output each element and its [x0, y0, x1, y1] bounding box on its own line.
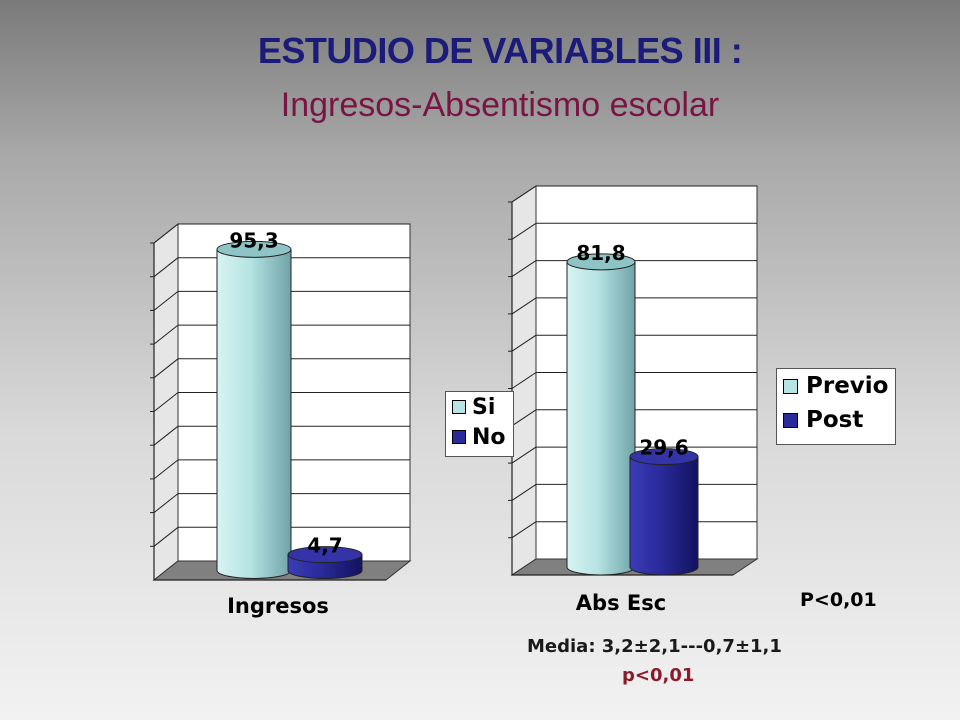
legend-swatch-no: [452, 430, 466, 444]
gridline-side: [511, 446, 537, 464]
page-subtitle: Ingresos-Absentismo escolar: [280, 86, 720, 124]
data-label-ingresos-no: 4,7: [307, 534, 342, 558]
gridline-side: [511, 222, 537, 240]
p-value-summary: p<0,01: [622, 665, 695, 686]
gridline-side: [511, 185, 537, 203]
gridline-side: [153, 526, 179, 547]
chart-ingresos: 95,3 4,7 Ingresos: [150, 222, 412, 618]
bar-top-ingresos-si: [216, 240, 292, 258]
x-tick-label-ingresos: Ingresos: [227, 594, 329, 618]
gridline-side: [511, 297, 537, 315]
gridline-side: [153, 257, 179, 278]
bar-abs-esc-post: [629, 456, 699, 576]
gridline-side: [511, 334, 537, 352]
bar-abs-esc-previo: [566, 261, 636, 576]
data-label-abs-esc-post: 29,6: [639, 436, 688, 460]
page-title: ESTUDIO DE VARIABLES III :: [257, 30, 743, 71]
gridline-side: [153, 392, 179, 412]
legend-ingresos: Si No: [445, 391, 514, 457]
bar-top-abs-esc-post: [629, 448, 699, 466]
legend-item-post: Post: [777, 403, 895, 437]
legend-label-si: Si: [472, 394, 496, 420]
gridline-side: [153, 324, 179, 345]
legend-swatch-post: [783, 412, 798, 428]
gridline-side: [511, 521, 537, 539]
bar-ingresos-si: [216, 248, 292, 579]
gridline-side: [153, 358, 179, 379]
p-value-label: P<0,01: [800, 589, 877, 611]
bar-top-abs-esc-previo: [566, 253, 636, 271]
legend-item-previo: Previo: [777, 369, 895, 403]
legend-item-no: No: [446, 422, 513, 452]
legend-label-previo: Previo: [806, 373, 889, 399]
bar-top-ingresos-no: [287, 546, 363, 564]
chart-abs-esc: 81,8 29,6 Abs Esc: [508, 185, 759, 615]
data-label-ingresos-si: 95,3: [229, 228, 278, 252]
legend-abs-esc: Previo Post: [776, 368, 896, 445]
gridline-side: [153, 291, 179, 311]
legend-item-si: Si: [446, 392, 513, 422]
gridline-side: [153, 425, 179, 446]
gridline-side: [511, 372, 537, 389]
legend-swatch-si: [452, 400, 466, 414]
gridline-side: [511, 260, 537, 278]
x-tick-label-abs-esc: Abs Esc: [576, 591, 666, 615]
gridline-side: [511, 483, 537, 501]
gridline-side: [153, 459, 179, 480]
gridline-side: [511, 409, 537, 427]
legend-swatch-previo: [783, 378, 798, 394]
data-label-abs-esc-previo: 81,8: [576, 241, 625, 265]
media-label: Media: 3,2±2,1---0,7±1,1: [527, 636, 782, 657]
gridline-side: [153, 493, 179, 513]
gridline-side: [153, 223, 179, 244]
legend-label-post: Post: [806, 407, 864, 433]
legend-label-no: No: [472, 424, 506, 450]
